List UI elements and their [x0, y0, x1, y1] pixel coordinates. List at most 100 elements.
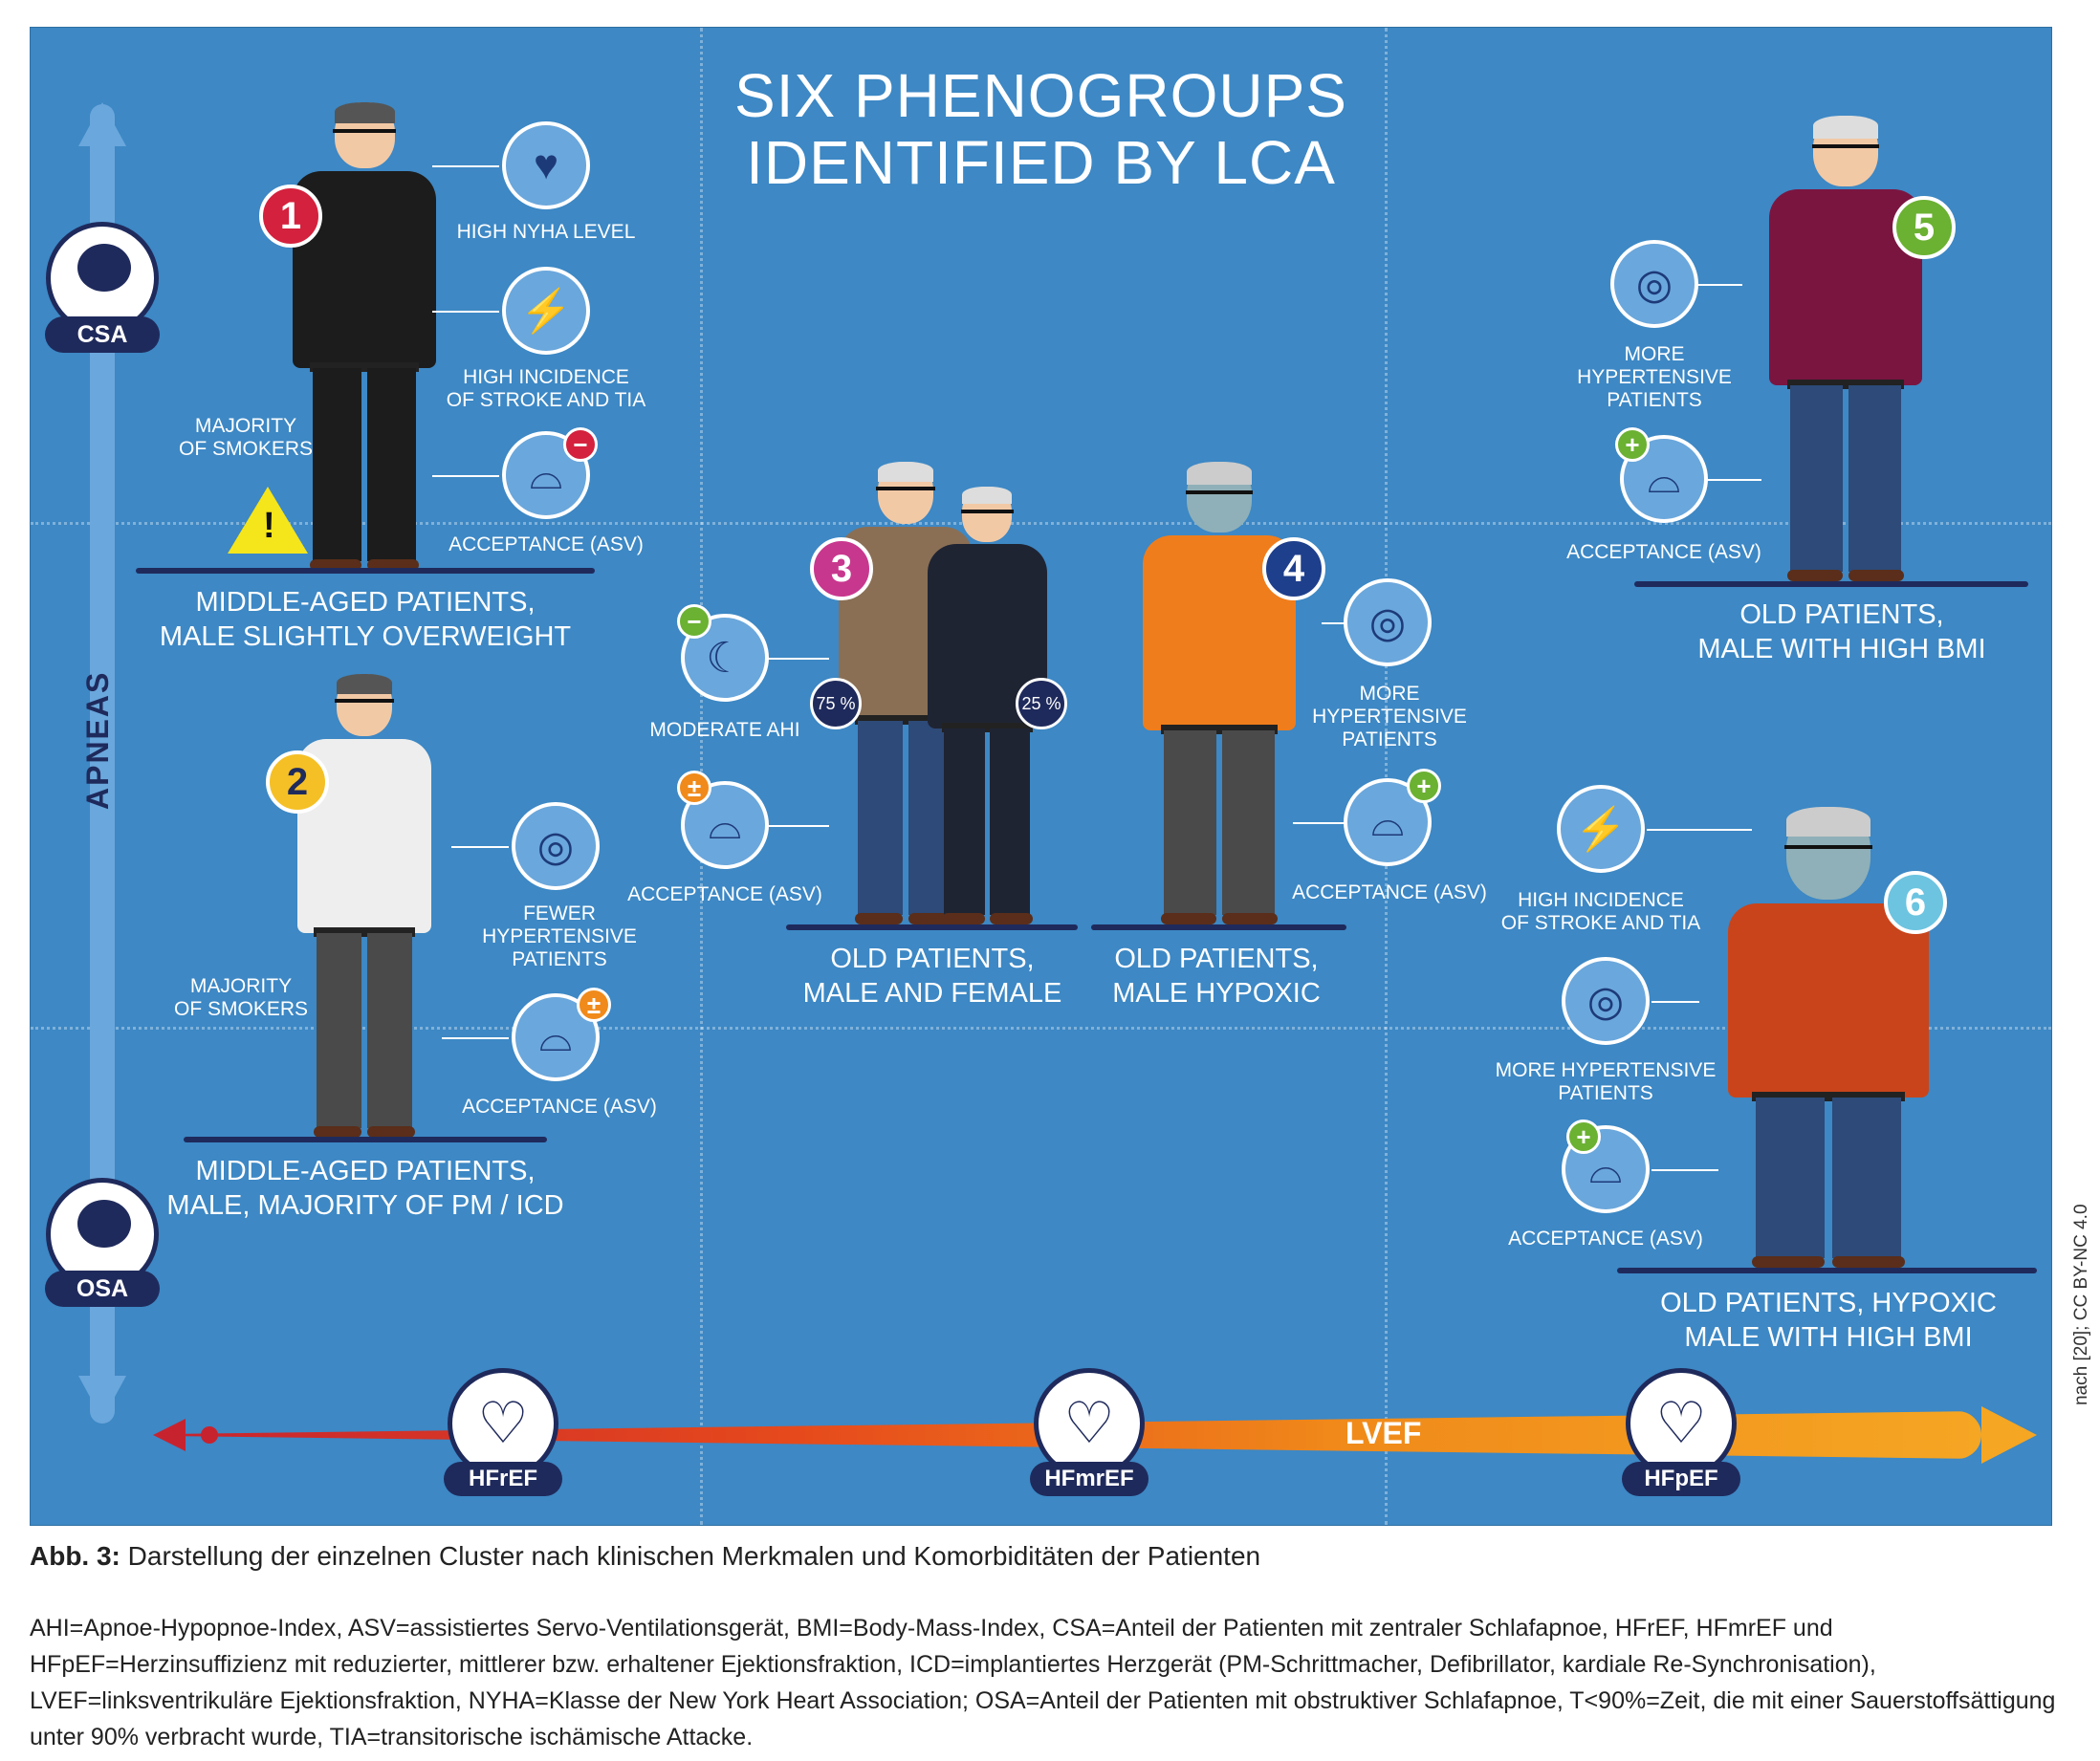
figure-caption: Abb. 3: Darstellung der einzelnen Cluste…	[30, 1541, 1260, 1572]
feature-label: OF STROKE AND TIA	[446, 389, 646, 411]
blood-pressure-icon: ◎	[1610, 240, 1698, 328]
plus-icon: +	[1615, 427, 1650, 462]
connector	[1652, 1169, 1718, 1171]
caption-text: Darstellung der einzelnen Cluster nach k…	[120, 1541, 1261, 1571]
patient-figure	[293, 102, 436, 571]
patient-figure	[1769, 116, 1922, 581]
feature-label: MORE HYPERTENSIVE	[1495, 1059, 1717, 1081]
feature-label: FEWER	[523, 902, 596, 924]
patient-figure	[927, 487, 1047, 924]
connector	[1652, 1001, 1699, 1003]
group-3-label: OLD PATIENTS,	[830, 944, 1035, 974]
group-1-label: MIDDLE-AGED PATIENTS,	[195, 587, 536, 618]
connector	[451, 846, 509, 848]
connector	[1695, 284, 1742, 286]
plus-icon: +	[1407, 769, 1441, 803]
asv-mask-icon: ⌓	[1620, 435, 1708, 523]
blood-pressure-icon: ◎	[512, 802, 600, 890]
group-5-label: OLD PATIENTS,	[1739, 599, 1944, 630]
connector	[432, 165, 499, 167]
connector	[1704, 479, 1761, 481]
osa-tag: OSA	[45, 1271, 160, 1307]
asv-mask-icon: ⌓	[512, 993, 600, 1081]
arrow-right-icon	[1981, 1406, 2037, 1464]
group-1-badge: 1	[259, 185, 322, 248]
plus-icon: +	[1566, 1120, 1601, 1154]
group-6-label: MALE WITH HIGH BMI	[1684, 1322, 1973, 1353]
feature-label: ACCEPTANCE (ASV)	[462, 1096, 657, 1118]
platform	[136, 568, 595, 574]
hfref-tag: HFrEF	[444, 1462, 562, 1496]
minus-icon: −	[677, 604, 711, 639]
feature-label: HIGH INCIDENCE	[1518, 889, 1684, 911]
note-label: OF SMOKERS	[173, 998, 309, 1020]
feature-label: ACCEPTANCE (ASV)	[448, 533, 644, 555]
blood-pressure-icon: ◎	[1344, 578, 1432, 666]
abbreviations: AHI=Apnoe-Hypopnoe-Index, ASV=assistiert…	[30, 1615, 2056, 1750]
feature-label: HIGH NYHA LEVEL	[456, 221, 636, 243]
title-line-2: IDENTIFIED BY LCA	[746, 128, 1336, 197]
group-2-label: MALE, MAJORITY OF PM / ICD	[166, 1190, 564, 1221]
feature-label: MORE	[1359, 683, 1420, 705]
group-2-badge: 2	[266, 750, 329, 814]
feature-label: MORE	[1624, 343, 1685, 365]
lvef-label: LVEF	[1345, 1416, 1422, 1450]
group-6-label: OLD PATIENTS, HYPOXIC	[1660, 1288, 1997, 1318]
credit: nach [20]; CC BY-NC 4.0	[2071, 1204, 2091, 1405]
male-share: 75 %	[810, 678, 862, 729]
connector	[432, 311, 499, 313]
patient-figure	[297, 674, 431, 1138]
group-3-label: MALE AND FEMALE	[802, 978, 1062, 1009]
feature-label: HIGH INCIDENCE	[463, 366, 629, 388]
female-share: 25 %	[1016, 678, 1067, 729]
platform	[184, 1137, 547, 1142]
group-4-label: MALE HYPOXIC	[1112, 978, 1321, 1009]
title-line-1: SIX PHENOGROUPS	[734, 61, 1347, 130]
feature-label: PATIENTS	[1342, 728, 1437, 750]
connector	[767, 658, 829, 660]
platform	[1091, 924, 1346, 930]
note-label: MAJORITY	[189, 975, 293, 997]
hfmref-tag: HFmrEF	[1030, 1462, 1148, 1496]
note-label: OF SMOKERS	[178, 438, 314, 460]
connector	[1322, 622, 1360, 624]
feature-label: OF STROKE AND TIA	[1500, 912, 1701, 934]
brain-stroke-icon: ⚡	[1557, 785, 1645, 873]
group-6-badge: 6	[1884, 871, 1947, 934]
grid-divider	[31, 522, 2051, 525]
platform	[786, 924, 1078, 930]
feature-label: PATIENTS	[512, 948, 607, 970]
grid-divider	[1385, 28, 1388, 1525]
heart-icon: ♡	[1626, 1368, 1737, 1479]
blood-pressure-icon: ◎	[1562, 957, 1650, 1045]
group-3-badge: 3	[810, 537, 873, 600]
arrow-up-icon	[78, 102, 126, 146]
feature-label: ACCEPTANCE (ASV)	[1566, 541, 1761, 563]
platform	[1634, 581, 2028, 587]
csa-tag: CSA	[45, 316, 160, 353]
plus-minus-icon: ±	[577, 988, 611, 1022]
warning-icon	[228, 487, 308, 554]
connector	[767, 825, 829, 827]
grid-divider	[31, 1027, 2051, 1030]
warning-mark: !	[263, 506, 275, 546]
feature-label: HYPERTENSIVE	[482, 925, 637, 947]
patient-figure	[1728, 807, 1929, 1268]
feature-label: ACCEPTANCE (ASV)	[1292, 881, 1487, 903]
patient-figure	[1143, 462, 1296, 924]
apneas-label: APNEAS	[80, 670, 115, 810]
group-4-label: OLD PATIENTS,	[1114, 944, 1319, 974]
feature-label: PATIENTS	[1558, 1082, 1653, 1104]
feature-label: HYPERTENSIVE	[1312, 706, 1467, 728]
connector	[1293, 822, 1350, 824]
arrow-left-icon	[153, 1419, 186, 1451]
group-4-badge: 4	[1262, 537, 1325, 600]
group-5-label: MALE WITH HIGH BMI	[1697, 634, 1986, 664]
brain-stroke-icon: ⚡	[502, 267, 590, 355]
feature-label: ACCEPTANCE (ASV)	[627, 883, 822, 905]
axis-dot	[201, 1426, 218, 1444]
feature-label: HYPERTENSIVE	[1577, 366, 1732, 388]
connector	[442, 1037, 509, 1039]
connector	[1647, 829, 1752, 831]
